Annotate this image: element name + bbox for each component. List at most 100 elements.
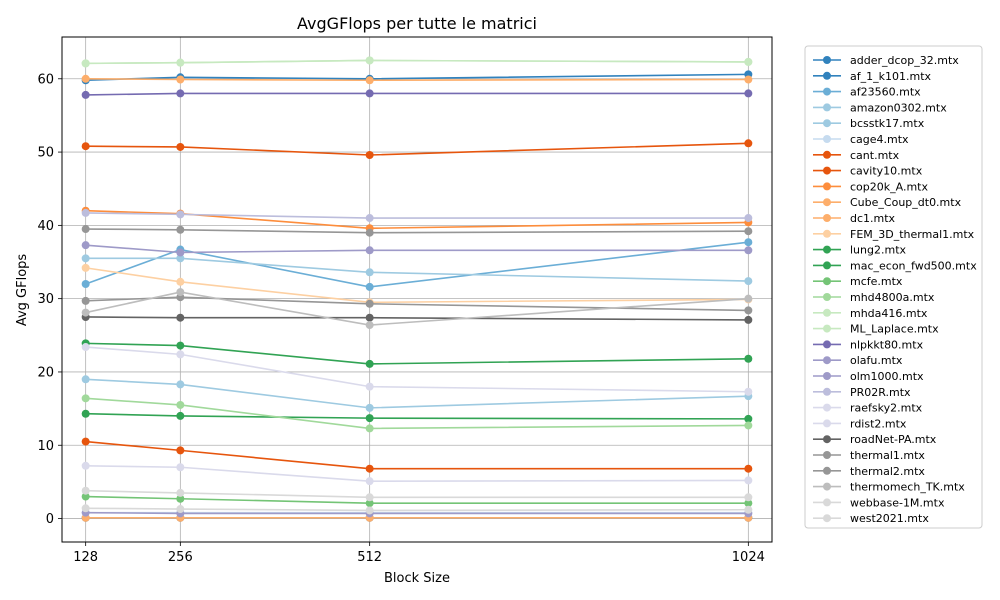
data-point [81,208,90,217]
legend-marker [823,182,831,191]
x-tick-label: 256 [168,550,193,565]
data-point [81,241,90,250]
series-west2021-mtx [81,504,753,515]
series-line [85,92,749,96]
series-line [85,511,749,515]
data-point [365,151,374,160]
data-point [81,343,90,352]
legend-marker [823,435,831,444]
series-nlpkkt80-mtx [81,89,753,99]
legend-label: cavity10.mtx [850,165,923,178]
legend-label: adder_dcop_32.mtx [850,54,959,67]
legend-marker [823,514,831,523]
series-line [85,142,749,156]
legend-marker [823,340,831,349]
y-axis-label: Avg GFlops [15,254,30,327]
legend-item: olafu.mtx [813,354,903,367]
series-cube-coup-dt0-mtx [81,74,753,85]
legend-item: thermomech_TK.mtx [813,481,965,494]
legend-item: thermal2.mtx [813,465,925,478]
x-axis: 128 256 512 1024 [73,542,765,565]
data-point [81,486,90,495]
legend-marker [823,135,831,143]
legend-label: af23560.mtx [850,86,921,99]
legend-item: cage4.mtx [813,133,909,146]
series-line [85,296,749,312]
legend-item: cavity10.mtx [813,165,923,178]
legend-item: af_1_k101.mtx [813,70,932,83]
data-point [365,89,374,98]
y-tick-label: 50 [37,146,54,161]
data-point [744,246,753,255]
legend-marker [823,245,831,254]
data-point [176,400,185,409]
legend-item: amazon0302.mtx [813,101,947,114]
data-point [365,299,374,308]
data-point [81,409,90,418]
legend-item: ML_Laplace.mtx [813,323,939,336]
data-point [365,268,374,277]
data-point [81,492,90,501]
legend-marker [823,293,831,301]
series-mac-econ-fwd500-mtx [81,409,753,423]
legend-marker [823,498,831,507]
legend-item: dc1.mtx [813,212,896,225]
legend-marker [823,387,831,396]
data-point [365,414,374,423]
data-point [744,277,753,286]
data-point [744,493,753,502]
legend-item: mhda416.mtx [813,307,928,320]
data-point [744,354,753,363]
data-point [744,499,753,508]
y-tick-label: 60 [37,72,54,87]
data-point [744,294,753,303]
series-line [85,267,749,304]
legend-item: rdist2.mtx [813,417,907,430]
series-line [85,495,749,504]
x-tick-label: 1024 [732,550,765,565]
legend-label: olafu.mtx [850,354,903,367]
data-point [744,414,753,423]
series-line [85,228,749,234]
data-point [176,58,185,67]
data-point [744,505,753,514]
data-point [81,142,90,151]
legend-marker [823,198,831,207]
data-point [744,464,753,473]
data-point [81,254,90,263]
legend-item: adder_dcop_32.mtx [813,54,959,67]
data-point [81,74,90,83]
data-point [176,313,185,322]
series-line [85,244,749,254]
data-point [176,411,185,420]
series-line [85,440,749,470]
data-point [365,499,374,508]
data-point [81,504,90,513]
data-point [81,437,90,446]
legend-label: mac_econ_fwd500.mtx [850,259,977,272]
legend-item: roadNet-PA.mtx [813,433,937,446]
series-line [85,489,749,499]
data-point [744,306,753,315]
series-line [85,257,749,282]
series-thermal1-mtx [81,225,753,237]
data-point [176,142,185,151]
data-point [365,56,374,65]
grid [62,37,772,542]
data-point [81,225,90,234]
legend-marker [823,403,831,412]
legend-item: bcsstk17.mtx [813,117,925,130]
series-cant-mtx [81,139,753,160]
legend-item: nlpkkt80.mtx [813,338,924,351]
data-point [81,90,90,99]
legend-marker [823,71,831,80]
data-point [365,424,374,433]
series-line [85,412,749,420]
legend-label: cop20k_A.mtx [850,180,928,193]
legend-marker [823,482,831,491]
data-point [365,214,374,223]
data-point [744,421,753,430]
data-point [365,321,374,330]
legend-marker [823,87,831,96]
legend-marker [823,56,831,64]
